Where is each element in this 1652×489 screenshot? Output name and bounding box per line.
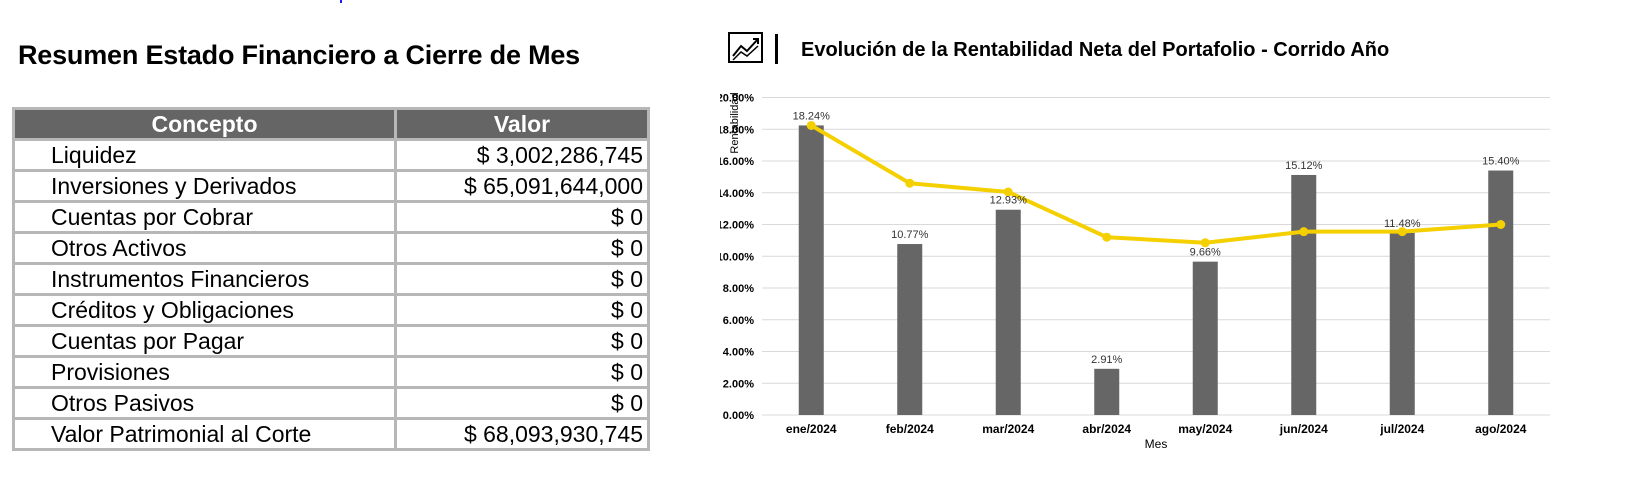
chart-trend-line — [806, 120, 1506, 248]
x-tick-label: jul/2024 — [1379, 422, 1424, 436]
table-row: Liquidez $ 3,002,286,745 — [12, 138, 650, 172]
bar-data-label: 18.24% — [793, 110, 831, 122]
row-concept: Cuentas por Cobrar — [12, 200, 397, 234]
chart-title: Evolución de la Rentabilidad Neta del Po… — [801, 39, 1390, 61]
table-header-row: Concepto Valor — [12, 107, 650, 141]
financial-summary-table: Concepto Valor Liquidez $ 3,002,286,745 … — [12, 107, 650, 451]
bar — [1389, 232, 1415, 415]
trend-point — [806, 120, 816, 130]
table-row: Otros Activos $ 0 — [12, 231, 650, 265]
row-value: $ 3,002,286,745 — [394, 138, 650, 172]
x-tick-label: may/2024 — [1178, 422, 1232, 436]
bar-data-label: 2.91% — [1091, 354, 1122, 366]
y-tick-label: 2.00% — [723, 378, 754, 390]
bar — [798, 125, 824, 415]
y-axis-label: Rentabilidad — [729, 92, 741, 153]
chart-grid: 0.00% 2.00% 4.00% 6.00% 8.00% 10.00% 12.00% 14.… — [720, 93, 1550, 422]
stray-mark — [340, 0, 342, 3]
row-concept: Otros Pasivos — [12, 386, 397, 420]
chart-labels: 18.24% ene/2024 10.77% feb/2024 12.93% mar/20… — [786, 110, 1527, 436]
trend-point — [905, 178, 915, 188]
y-tick-label: 4.00% — [723, 347, 754, 359]
row-value: $ 0 — [394, 231, 650, 265]
bar-data-label: 12.93% — [990, 195, 1028, 207]
row-concept: Provisiones — [12, 355, 397, 389]
table-row: Provisiones $ 0 — [12, 355, 650, 389]
trend-line — [810, 123, 1501, 245]
trend-point — [1496, 220, 1506, 229]
y-tick-label: 8.00% — [723, 283, 754, 295]
row-concept: Valor Patrimonial al Corte — [12, 417, 397, 451]
profitability-chart: 0.00% 2.00% 4.00% 6.00% 8.00% 10.00% 12.00% 14.… — [720, 92, 1550, 451]
row-value: $ 0 — [394, 355, 650, 389]
bar-data-label: 15.40% — [1482, 156, 1520, 168]
y-tick-label: 6.00% — [723, 315, 754, 327]
bar-data-label: 10.77% — [891, 229, 929, 241]
trend-point — [1102, 232, 1112, 242]
trend-point — [1003, 187, 1013, 197]
row-value: $ 0 — [394, 386, 650, 420]
table-row: Valor Patrimonial al Corte $ 68,093,930,… — [12, 417, 650, 451]
y-tick-label: 14.00% — [720, 188, 754, 200]
table-row: Instrumentos Financieros $ 0 — [12, 262, 650, 296]
bar — [1291, 174, 1317, 415]
x-tick-label: mar/2024 — [982, 422, 1034, 436]
x-axis-label: Mes — [1145, 437, 1168, 451]
row-value: $ 65,091,644,000 — [394, 169, 650, 203]
trend-point — [1397, 227, 1407, 237]
row-value: $ 0 — [394, 200, 650, 234]
bar — [1094, 368, 1120, 415]
header-concept: Concepto — [12, 107, 397, 141]
bar-data-label: 15.12% — [1285, 160, 1323, 172]
row-value: $ 68,093,930,745 — [394, 417, 650, 451]
table-row: Inversiones y Derivados $ 65,091,644,000 — [12, 169, 650, 203]
x-tick-label: ago/2024 — [1475, 422, 1527, 436]
x-tick-label: feb/2024 — [886, 422, 934, 436]
y-tick-label: 10.00% — [720, 251, 754, 263]
chart-trend-icon — [728, 32, 763, 63]
bar-data-label: 11.48% — [1384, 218, 1421, 230]
trend-point — [1299, 227, 1309, 237]
x-tick-label: ene/2024 — [786, 422, 837, 436]
row-concept: Inversiones y Derivados — [12, 169, 397, 203]
row-concept: Liquidez — [12, 138, 397, 172]
chart-bars — [798, 125, 1514, 415]
bar — [1192, 261, 1218, 415]
bar-data-label: 9.66% — [1190, 247, 1221, 259]
bar — [897, 244, 923, 415]
row-concept: Instrumentos Financieros — [12, 262, 397, 296]
row-value: $ 0 — [394, 262, 650, 296]
header-value: Valor — [394, 107, 650, 141]
table-row: Cuentas por Pagar $ 0 — [12, 324, 650, 358]
row-concept: Cuentas por Pagar — [12, 324, 397, 358]
row-value: $ 0 — [394, 324, 650, 358]
row-value: $ 0 — [394, 293, 650, 327]
y-tick-label: 0.00% — [723, 410, 754, 422]
y-tick-label: 16.00% — [720, 156, 754, 168]
x-tick-label: abr/2024 — [1082, 422, 1131, 436]
y-tick-label: 18.00% — [720, 124, 754, 136]
title-separator — [775, 34, 778, 64]
y-tick-label: 20.00% — [720, 93, 754, 105]
y-tick-label: 12.00% — [720, 220, 754, 232]
row-concept: Otros Activos — [12, 231, 397, 265]
x-tick-label: jun/2024 — [1279, 422, 1328, 436]
trend-point — [1200, 238, 1210, 248]
row-concept: Créditos y Obligaciones — [12, 293, 397, 327]
bar — [1488, 170, 1514, 415]
financial-summary-title: Resumen Estado Financiero a Cierre de Me… — [18, 40, 580, 70]
table-row: Créditos y Obligaciones $ 0 — [12, 293, 650, 327]
bar — [995, 209, 1021, 415]
table-row: Cuentas por Cobrar $ 0 — [12, 200, 650, 234]
table-row: Otros Pasivos $ 0 — [12, 386, 650, 420]
